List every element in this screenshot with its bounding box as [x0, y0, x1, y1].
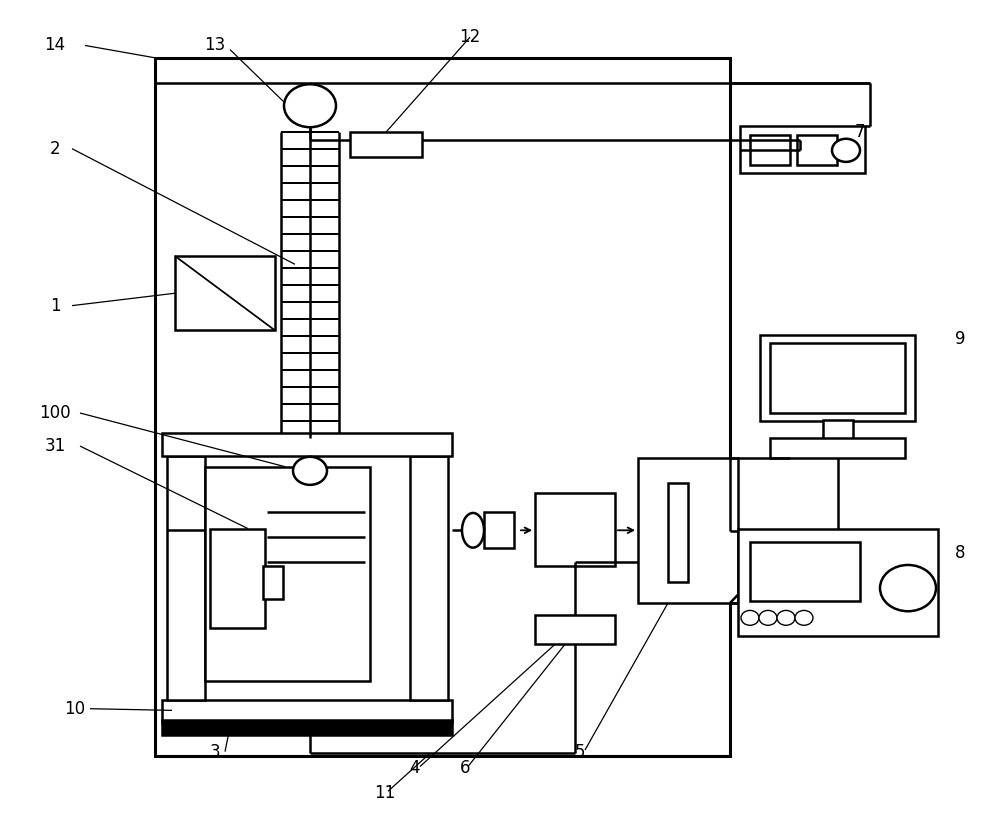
Bar	[175, 256, 275, 330]
Text: 12: 12	[459, 28, 481, 46]
Text: 3: 3	[210, 743, 220, 761]
Text: 11: 11	[374, 784, 396, 802]
Bar	[738, 529, 938, 636]
Bar	[167, 456, 205, 700]
Circle shape	[880, 565, 936, 611]
Circle shape	[759, 610, 777, 625]
Bar	[410, 456, 448, 700]
Text: 13: 13	[204, 36, 226, 55]
Circle shape	[795, 610, 813, 625]
Text: 10: 10	[64, 700, 86, 718]
Bar	[162, 700, 452, 723]
Bar	[210, 529, 265, 628]
Bar	[750, 542, 860, 601]
Bar	[750, 135, 790, 165]
Bar	[162, 720, 452, 735]
Text: 5: 5	[575, 743, 585, 761]
Bar	[668, 483, 688, 582]
Bar	[535, 615, 615, 644]
Text: 14: 14	[44, 36, 66, 55]
Bar	[162, 433, 452, 456]
Bar	[822, 420, 852, 439]
Circle shape	[284, 84, 336, 127]
Text: 7: 7	[855, 123, 865, 141]
Text: 9: 9	[955, 330, 965, 348]
Text: 8: 8	[955, 544, 965, 563]
Text: 100: 100	[39, 404, 71, 422]
Bar	[770, 343, 905, 413]
Text: 2: 2	[50, 140, 60, 158]
Text: 4: 4	[410, 759, 420, 777]
Bar	[155, 58, 730, 756]
Circle shape	[777, 610, 795, 625]
Bar	[740, 126, 865, 173]
Bar	[760, 335, 915, 421]
Text: 6: 6	[460, 759, 470, 777]
Bar	[484, 512, 514, 548]
Bar	[535, 493, 615, 566]
Text: 31: 31	[44, 437, 66, 455]
Bar	[350, 132, 422, 157]
Circle shape	[293, 457, 327, 485]
Bar	[263, 566, 283, 599]
Bar	[797, 135, 837, 165]
Circle shape	[832, 139, 860, 162]
Text: 1: 1	[50, 297, 60, 315]
Ellipse shape	[462, 513, 484, 548]
Bar	[638, 458, 738, 603]
Bar	[770, 438, 905, 458]
Circle shape	[741, 610, 759, 625]
Bar	[205, 467, 370, 681]
